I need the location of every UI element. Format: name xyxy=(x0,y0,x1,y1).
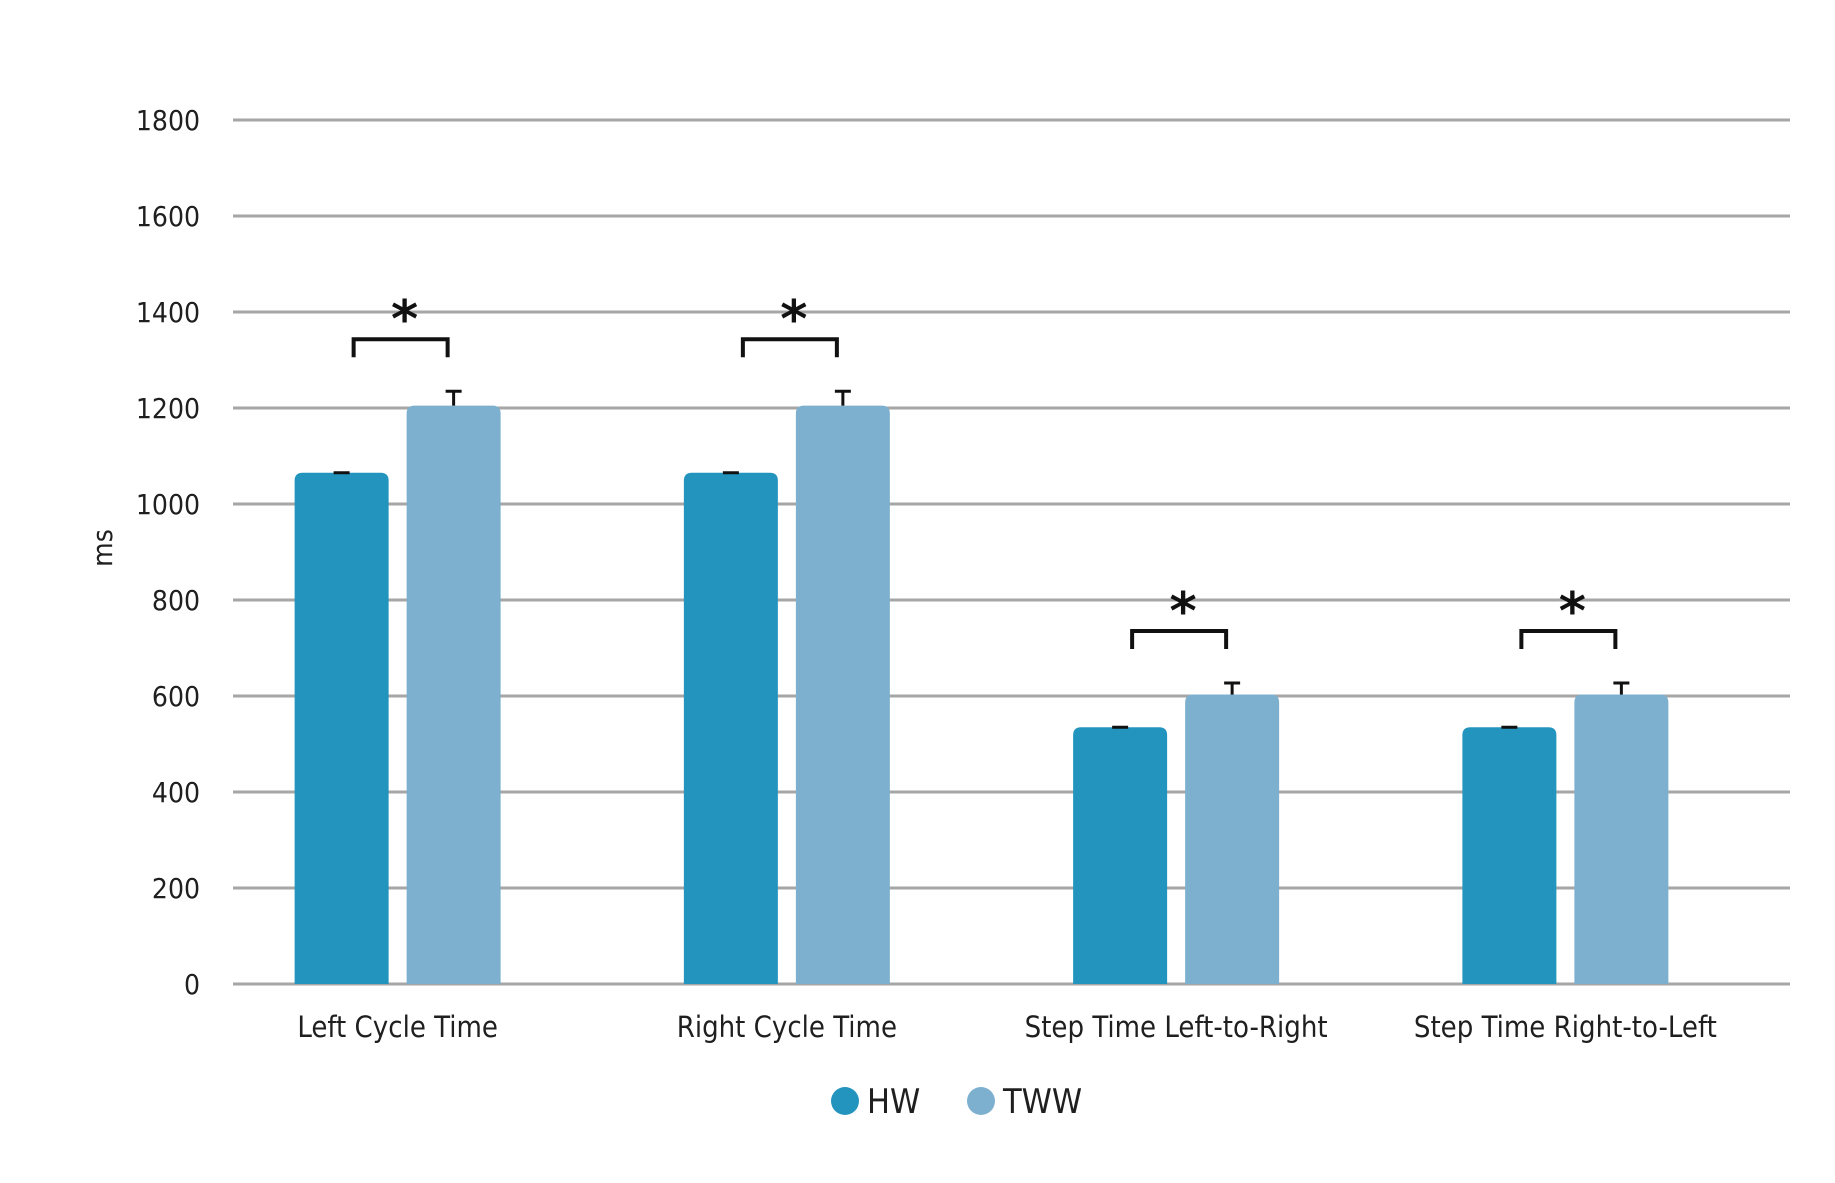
y-tick-label: 1600 xyxy=(136,200,200,233)
y-tick-label: 0 xyxy=(184,968,200,1001)
legend-swatch-hw xyxy=(831,1087,859,1115)
significance-star: * xyxy=(780,290,807,350)
y-tick-label: 1400 xyxy=(136,296,200,329)
category-label: Left Cycle Time xyxy=(297,1010,498,1044)
legend-label-hw: HW xyxy=(867,1082,920,1122)
significance-bracket xyxy=(351,337,450,358)
bar-tww-3 xyxy=(1574,694,1669,984)
bar-hw-3 xyxy=(1462,727,1557,984)
category-label: Step Time Right-to-Left xyxy=(1414,1010,1717,1044)
significance-star: * xyxy=(391,290,418,350)
significance-markers: * * * * xyxy=(351,290,1618,650)
bar-tww-0 xyxy=(406,405,501,985)
legend-label-tww: TWW xyxy=(1002,1082,1082,1122)
category-label: Step Time Left-to-Right xyxy=(1025,1010,1328,1044)
y-tick-label: 800 xyxy=(152,584,200,617)
bar-hw-2 xyxy=(1073,727,1168,984)
error-bars xyxy=(333,389,1630,729)
y-tick-label: 200 xyxy=(152,872,200,905)
significance-star: * xyxy=(1559,582,1586,642)
significance-bracket xyxy=(1130,629,1229,650)
significance-bracket xyxy=(740,337,839,358)
y-tick-label: 1800 xyxy=(136,104,200,137)
bar-tww-2 xyxy=(1185,694,1280,984)
y-tick-label: 1000 xyxy=(136,488,200,521)
y-tick-labels: 0 200 400 600 800 1000 1200 1400 1600 1800 xyxy=(136,104,200,1001)
legend-swatch-tww xyxy=(967,1087,995,1115)
category-label: Right Cycle Time xyxy=(677,1010,897,1044)
bars xyxy=(294,405,1669,985)
bar-hw-1 xyxy=(683,472,778,984)
category-labels: Left Cycle Time Right Cycle Time Step Time… xyxy=(297,1010,1717,1044)
bar-hw-0 xyxy=(294,472,389,984)
y-axis-title: ms xyxy=(86,529,119,567)
y-tick-label: 600 xyxy=(152,680,200,713)
legend: HW TWW xyxy=(831,1082,1082,1122)
y-tick-label: 1200 xyxy=(136,392,200,425)
significance-bracket xyxy=(1519,629,1618,650)
significance-star: * xyxy=(1170,582,1197,642)
y-tick-label: 400 xyxy=(152,776,200,809)
bar-tww-1 xyxy=(795,405,890,985)
